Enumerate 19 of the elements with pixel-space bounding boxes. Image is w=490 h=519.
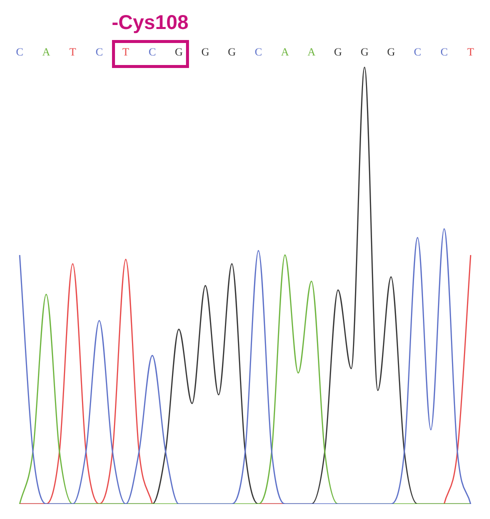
x-tick-label: T bbox=[69, 46, 76, 58]
x-tick-label: C bbox=[96, 46, 103, 58]
x-tick-label: A bbox=[308, 46, 316, 58]
x-tick-label: G bbox=[201, 46, 210, 58]
x-tick-label: G bbox=[174, 46, 183, 58]
x-tick-label: T bbox=[122, 46, 130, 58]
x-tick-label: A bbox=[42, 46, 50, 58]
x-tick-label: C bbox=[440, 46, 448, 58]
x-tick-label: C bbox=[254, 46, 262, 58]
x-tick-label: C bbox=[148, 46, 156, 58]
x-tick-label: G bbox=[387, 46, 396, 58]
x-tick-label: C bbox=[16, 46, 24, 58]
x-tick-label: T bbox=[467, 46, 474, 58]
x-tick-label: C bbox=[414, 46, 422, 58]
text: -Cys108 bbox=[112, 12, 188, 35]
x-tick-label: G bbox=[228, 46, 236, 58]
x-tick-label: A bbox=[280, 46, 289, 58]
x-tick-label: G bbox=[360, 46, 369, 58]
x-tick-label: G bbox=[334, 46, 342, 58]
